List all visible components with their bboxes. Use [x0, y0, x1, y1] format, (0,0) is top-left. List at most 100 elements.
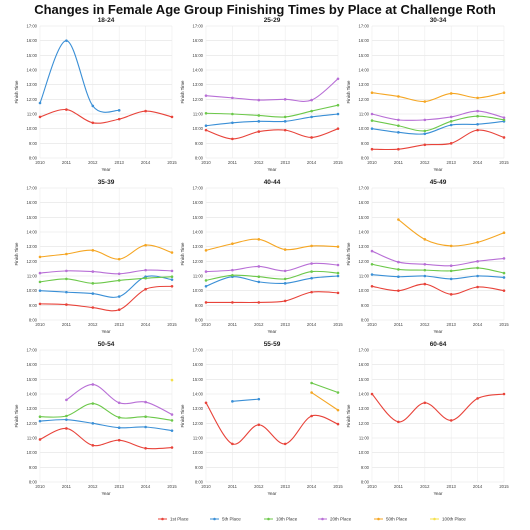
x-tick-label: 2010	[201, 160, 211, 165]
data-point	[144, 400, 147, 404]
series-line	[371, 393, 505, 423]
data-point	[476, 122, 479, 126]
y-tick-label: 12:00	[193, 259, 204, 264]
data-point	[283, 269, 287, 273]
data-point	[336, 274, 340, 278]
data-point	[397, 218, 400, 221]
y-tick-label: 17:00	[193, 186, 204, 191]
data-point	[449, 123, 453, 127]
data-point	[117, 438, 121, 442]
data-point	[423, 401, 427, 405]
data-point	[117, 272, 121, 276]
y-tick-label: 14:00	[359, 392, 370, 397]
data-point	[423, 282, 427, 286]
data-point	[91, 402, 95, 405]
legend-label: 1st Place	[170, 517, 189, 522]
data-point	[231, 137, 234, 141]
data-point	[502, 91, 506, 95]
y-tick-label: 17:00	[27, 24, 38, 29]
legend-marker	[161, 517, 164, 521]
data-point	[117, 401, 121, 405]
chart-title: Changes in Female Age Group Finishing Ti…	[34, 2, 496, 17]
y-tick-label: 14:00	[359, 230, 370, 235]
y-axis-label: Finish Time	[346, 80, 351, 104]
data-point	[423, 262, 427, 266]
x-tick-label: 2012	[254, 160, 264, 165]
series-line	[39, 419, 173, 432]
data-point	[170, 413, 174, 416]
y-tick-label: 11:00	[359, 112, 370, 117]
data-point	[231, 268, 234, 272]
series-line	[39, 275, 173, 298]
y-tick-label: 15:00	[193, 377, 204, 382]
series-line	[39, 402, 173, 421]
y-tick-label: 17:00	[359, 24, 370, 29]
data-point	[476, 114, 479, 118]
y-tick-label: 8:00	[361, 480, 370, 485]
y-tick-label: 10:00	[359, 450, 370, 455]
y-tick-label: 8:00	[29, 480, 38, 485]
y-tick-label: 13:00	[193, 406, 204, 411]
data-point	[449, 264, 453, 268]
y-tick-label: 17:00	[193, 24, 204, 29]
y-tick-label: 12:00	[27, 259, 38, 264]
x-tick-label: 2011	[228, 160, 238, 165]
x-tick-label: 2010	[367, 322, 377, 327]
data-point	[170, 275, 174, 279]
data-point	[257, 130, 261, 133]
data-point	[65, 398, 68, 402]
x-tick-label: 2012	[88, 160, 98, 165]
x-tick-label: 2013	[447, 160, 457, 165]
data-point	[204, 94, 208, 97]
y-tick-label: 8:00	[29, 156, 38, 161]
data-point	[283, 98, 287, 101]
legend-marker	[377, 517, 380, 521]
data-point	[476, 240, 479, 244]
data-point	[65, 418, 68, 421]
data-point	[65, 427, 68, 430]
y-tick-label: 9:00	[361, 465, 370, 470]
y-tick-label: 8:00	[195, 480, 204, 485]
y-tick-label: 11:00	[27, 274, 38, 279]
x-tick-label: 2011	[394, 160, 404, 165]
data-point	[449, 293, 453, 296]
series-line	[205, 104, 339, 118]
data-point	[117, 416, 121, 419]
x-tick-label: 2011	[62, 160, 72, 165]
series-line	[205, 128, 339, 140]
series-line	[39, 276, 173, 284]
y-tick-label: 17:00	[27, 348, 38, 353]
data-point	[117, 257, 121, 261]
x-axis-label: Year	[433, 167, 443, 172]
y-tick-label: 10:00	[193, 288, 204, 293]
y-tick-label: 11:00	[27, 112, 38, 117]
series-line	[205, 275, 339, 287]
y-tick-label: 17:00	[359, 348, 370, 353]
data-point	[144, 268, 147, 272]
data-point	[204, 270, 208, 273]
x-tick-label: 2011	[394, 484, 404, 489]
y-tick-label: 16:00	[27, 362, 38, 367]
x-tick-label: 2010	[201, 484, 211, 489]
x-tick-label: 2015	[499, 484, 509, 489]
y-tick-label: 17:00	[359, 186, 370, 191]
x-tick-label: 2015	[167, 160, 177, 165]
y-tick-label: 12:00	[359, 259, 370, 264]
series-line	[39, 40, 120, 113]
data-point	[423, 143, 427, 147]
data-point	[370, 273, 374, 276]
data-point	[91, 104, 95, 108]
data-point	[144, 276, 147, 280]
y-tick-label: 15:00	[193, 215, 204, 220]
data-point	[310, 414, 313, 418]
data-point	[310, 98, 313, 102]
data-point	[144, 415, 147, 419]
data-point	[144, 425, 147, 429]
data-point	[117, 295, 121, 298]
data-point	[336, 77, 340, 81]
data-point	[283, 120, 287, 123]
x-tick-label: 2014	[473, 322, 483, 327]
data-point	[65, 290, 68, 294]
data-point	[38, 255, 42, 259]
y-tick-label: 13:00	[27, 82, 38, 87]
